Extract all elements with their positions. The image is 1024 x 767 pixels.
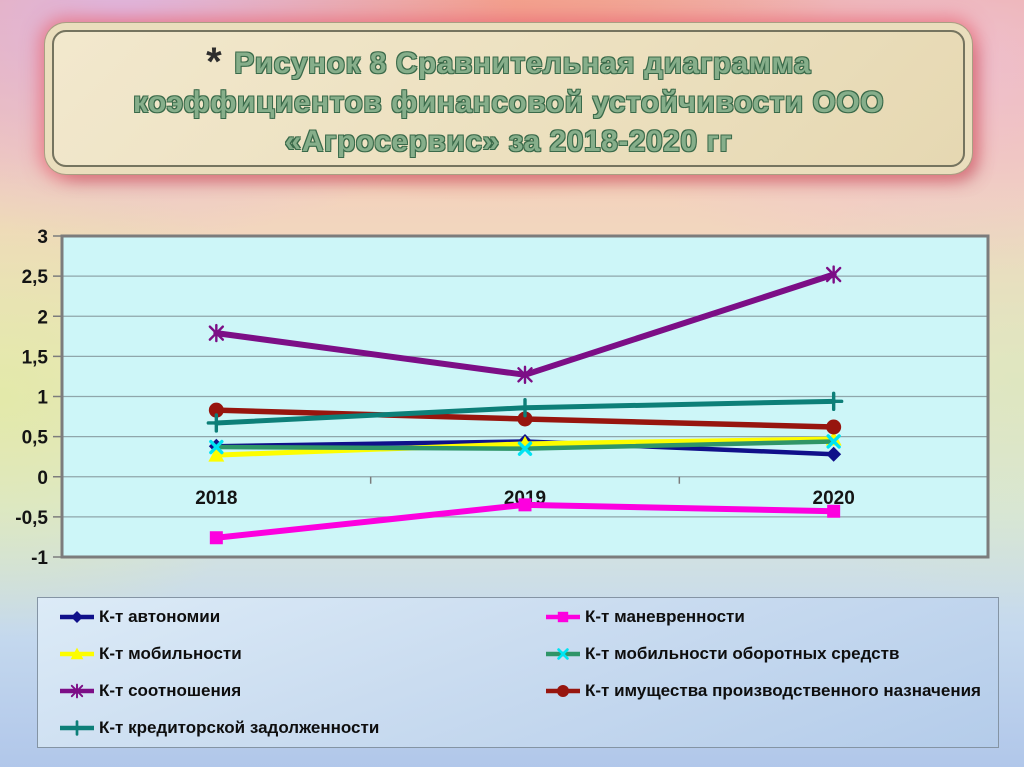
figure-title-line-1-wrap: * Рисунок 8 Сравнительная диаграмма xyxy=(54,41,963,83)
legend-label: К-т маневренности xyxy=(585,606,745,626)
y-axis-label: 0 xyxy=(37,468,48,489)
legend-marker xyxy=(60,647,94,660)
diamond-marker-icon xyxy=(826,446,842,462)
triangle-marker-icon xyxy=(70,647,84,660)
legend-item: К-т соотношения xyxy=(58,681,544,701)
legend-label: К-т имущества производственного назначен… xyxy=(585,681,981,701)
legend-label: К-т автономии xyxy=(99,606,221,626)
series-line xyxy=(214,439,836,457)
figure-title-box: * Рисунок 8 Сравнительная диаграмма коэфф… xyxy=(52,30,965,167)
legend-item: К-т кредиторской задолженности xyxy=(58,718,544,738)
series-line xyxy=(214,439,836,451)
diamond-marker-icon xyxy=(208,438,224,454)
chart-legend: К-т автономии К-т маневренности К-т мобиль… xyxy=(37,597,999,748)
x-marker-icon xyxy=(209,439,224,455)
triangle-marker-icon xyxy=(825,431,842,446)
plus-marker-icon xyxy=(515,398,535,418)
series-line xyxy=(213,436,837,458)
plus-marker-icon xyxy=(206,413,227,433)
star-marker-icon xyxy=(825,265,842,284)
x-axis-label: 2020 xyxy=(813,488,855,509)
legend-marker xyxy=(546,648,580,660)
legend-item: К-т маневренности xyxy=(544,607,998,627)
circle-marker-icon xyxy=(826,419,842,435)
figure-title-line-1: Рисунок 8 Сравнительная диаграмма xyxy=(234,47,811,80)
plot-border xyxy=(60,234,990,559)
diamond-marker-icon xyxy=(71,610,83,623)
legend-marker xyxy=(60,720,94,737)
circle-marker-icon xyxy=(208,402,224,418)
x-axis-label: 2018 xyxy=(195,488,237,509)
legend-marker xyxy=(60,683,94,699)
legend-label: К-т соотношения xyxy=(99,681,242,701)
square-marker-icon xyxy=(557,611,569,622)
triangle-marker-icon xyxy=(517,435,533,451)
legend-label: К-т кредиторской задолженности xyxy=(99,718,380,738)
legend-item: К-т автономии xyxy=(58,607,544,627)
star-marker-icon xyxy=(208,323,225,343)
series-line xyxy=(213,501,837,541)
diamond-marker-icon xyxy=(517,433,533,449)
circle-marker-icon xyxy=(517,411,533,427)
triangle-marker-icon xyxy=(208,447,225,462)
figure-title-line-2: коэффициентов финансовой устойчивости ОО… xyxy=(132,86,885,119)
asterisk-bullet: * xyxy=(206,40,223,84)
series-line xyxy=(213,271,837,378)
legend-item: К-т мобильности оборотных средств xyxy=(544,644,998,664)
y-axis-label: 0,5 xyxy=(22,428,49,449)
figure-title-line-3: «Агросервис» за 2018-2020 гг xyxy=(284,125,733,158)
legend-item: К-т имущества производственного назначен… xyxy=(544,681,998,701)
y-axis-label: 2 xyxy=(37,307,48,328)
x-marker-icon xyxy=(826,434,841,449)
legend-item: К-т мобильности xyxy=(58,644,544,664)
legend-marker xyxy=(60,610,94,623)
y-axis-label: 1,5 xyxy=(22,347,49,368)
plot-area xyxy=(62,236,988,557)
x-marker-icon xyxy=(517,441,533,456)
x-axis-label: 2019 xyxy=(504,488,546,509)
circle-marker-icon xyxy=(557,685,569,698)
plus-marker-icon xyxy=(69,720,85,737)
square-marker-icon xyxy=(209,531,223,545)
star-marker-icon xyxy=(70,683,84,699)
series-line xyxy=(213,407,837,430)
y-axis-label: 1 xyxy=(37,388,48,409)
plus-marker-icon xyxy=(823,391,844,412)
y-axis-label: 3 xyxy=(37,227,48,248)
legend-marker xyxy=(546,611,580,622)
y-axis-label: -0,5 xyxy=(15,508,48,529)
legend-label: К-т мобильности оборотных средств xyxy=(585,643,900,663)
y-axis-label: 2,5 xyxy=(22,267,49,288)
star-marker-icon xyxy=(517,365,533,385)
square-marker-icon xyxy=(518,498,532,512)
series-line xyxy=(213,398,837,426)
legend-marker xyxy=(546,685,580,698)
square-marker-icon xyxy=(827,504,841,518)
legend-label: К-т мобильности xyxy=(99,643,242,663)
x-marker-icon xyxy=(557,648,569,660)
y-axis-label: -1 xyxy=(31,548,48,569)
